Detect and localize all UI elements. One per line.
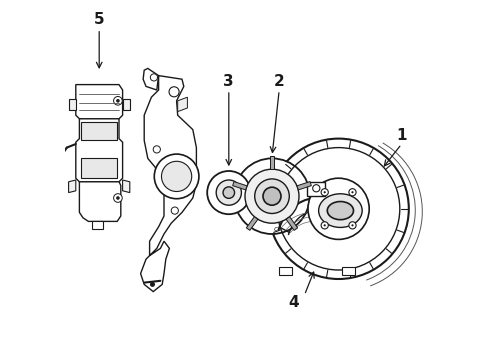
Circle shape — [116, 99, 120, 103]
Circle shape — [150, 282, 155, 287]
Polygon shape — [178, 97, 187, 112]
Circle shape — [207, 171, 250, 214]
Circle shape — [114, 194, 122, 202]
Circle shape — [269, 139, 409, 279]
Circle shape — [234, 158, 310, 234]
Circle shape — [223, 187, 235, 198]
Circle shape — [114, 96, 122, 105]
Circle shape — [234, 158, 310, 234]
Circle shape — [323, 224, 326, 226]
Polygon shape — [76, 85, 122, 119]
Circle shape — [351, 191, 354, 193]
Circle shape — [321, 222, 328, 229]
Circle shape — [216, 180, 242, 205]
Circle shape — [116, 196, 120, 200]
Circle shape — [349, 189, 356, 196]
Circle shape — [169, 87, 179, 97]
Circle shape — [154, 154, 199, 199]
Circle shape — [308, 178, 369, 239]
Circle shape — [351, 224, 354, 226]
Polygon shape — [141, 76, 196, 292]
Circle shape — [269, 139, 409, 279]
Text: c: c — [273, 226, 277, 231]
Polygon shape — [342, 267, 355, 275]
Circle shape — [245, 169, 299, 223]
Polygon shape — [81, 158, 117, 178]
Polygon shape — [286, 217, 297, 230]
Polygon shape — [297, 181, 311, 190]
Ellipse shape — [327, 202, 353, 220]
Circle shape — [162, 161, 192, 192]
Polygon shape — [233, 181, 247, 190]
Polygon shape — [122, 99, 130, 110]
Ellipse shape — [318, 194, 362, 228]
Polygon shape — [143, 68, 159, 90]
Circle shape — [349, 222, 356, 229]
Polygon shape — [270, 156, 274, 169]
Polygon shape — [76, 119, 122, 182]
Text: 4: 4 — [288, 295, 299, 310]
Circle shape — [321, 189, 328, 196]
Text: 2: 2 — [274, 73, 285, 89]
Polygon shape — [79, 182, 121, 221]
Circle shape — [150, 74, 157, 81]
Text: 3: 3 — [223, 73, 234, 89]
Text: 1: 1 — [396, 127, 407, 143]
Polygon shape — [69, 99, 76, 110]
Polygon shape — [92, 221, 103, 229]
Polygon shape — [122, 180, 130, 193]
Circle shape — [313, 185, 320, 192]
Circle shape — [263, 187, 281, 205]
Circle shape — [153, 146, 160, 153]
Polygon shape — [307, 182, 325, 196]
Polygon shape — [246, 217, 258, 230]
Circle shape — [171, 207, 178, 214]
Circle shape — [323, 191, 326, 193]
Circle shape — [255, 179, 289, 213]
Polygon shape — [69, 180, 76, 193]
Text: 5: 5 — [94, 12, 104, 27]
Circle shape — [207, 171, 250, 214]
Polygon shape — [81, 122, 117, 140]
Polygon shape — [279, 267, 293, 275]
